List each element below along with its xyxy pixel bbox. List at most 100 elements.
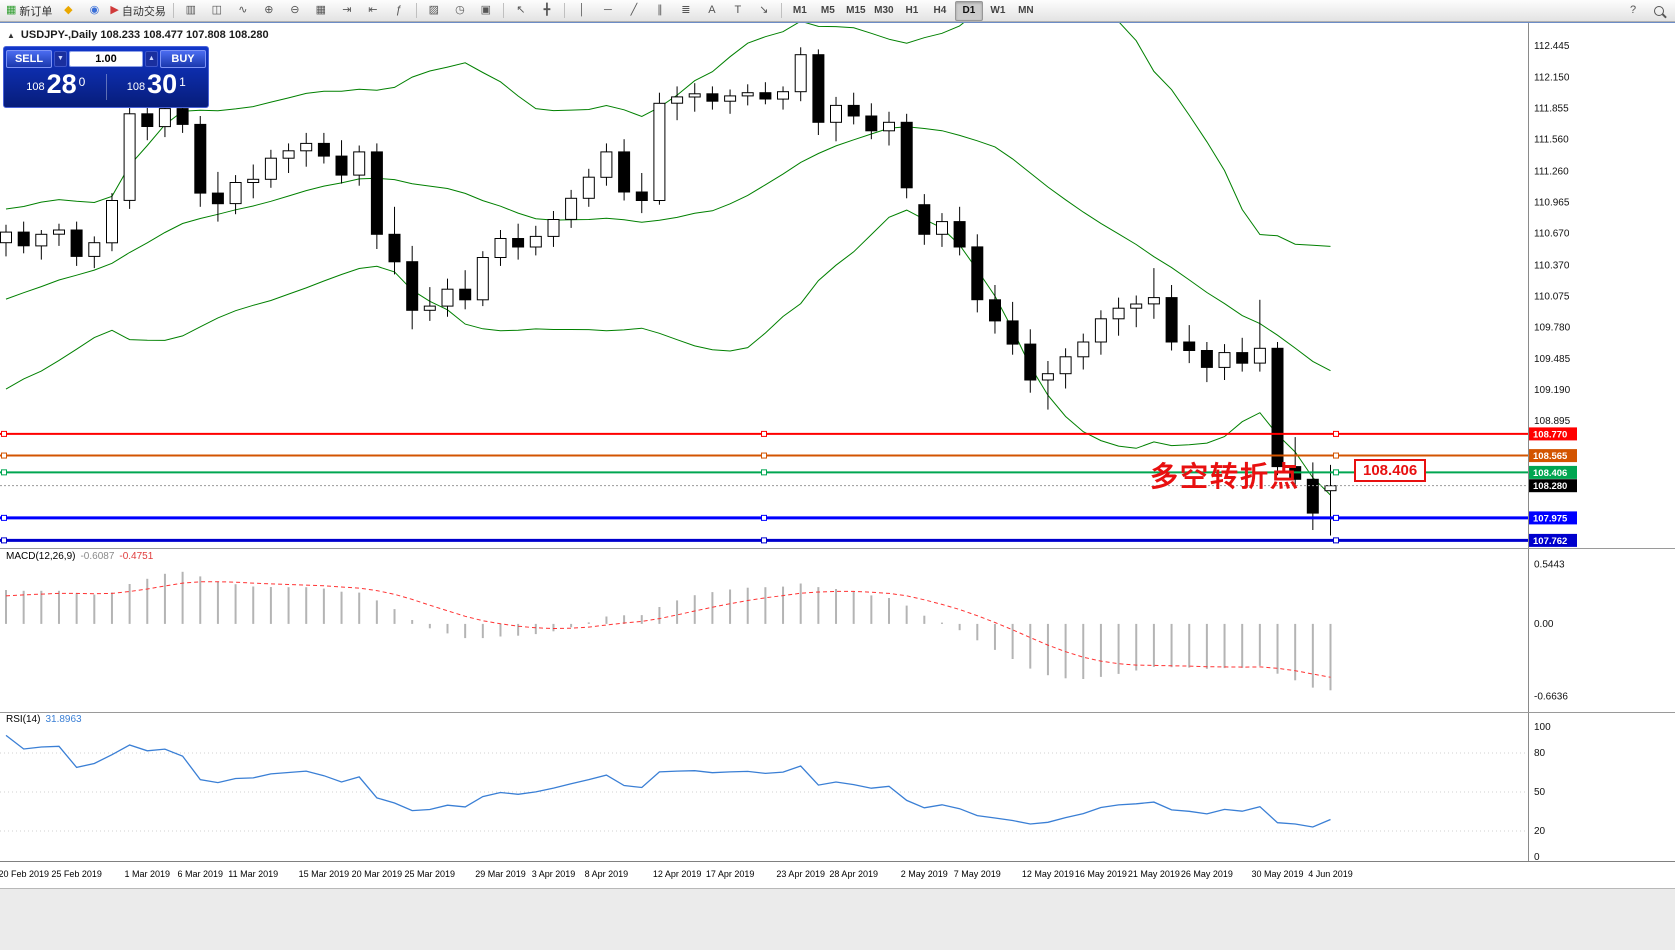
- trendline-button[interactable]: ╱: [622, 2, 646, 20]
- bullish-candle: [106, 200, 118, 244]
- bullish-candle: [282, 150, 295, 159]
- timeframe-d1[interactable]: D1: [954, 0, 983, 21]
- chart-caption: ▲ USDJPY-,Daily 108.233 108.477 107.808 …: [7, 29, 269, 41]
- price-level-label-text: 108.280: [1533, 481, 1567, 492]
- grid-button[interactable]: ▦: [309, 2, 333, 20]
- line-chart-button[interactable]: ∿: [231, 2, 255, 20]
- sell-button[interactable]: SELL: [6, 49, 52, 68]
- timeframe-m5[interactable]: M5: [820, 5, 835, 16]
- price-level-label: [1529, 465, 1577, 479]
- bullish-candle: [229, 182, 242, 205]
- timeframe-m30[interactable]: M30: [874, 5, 894, 16]
- date-axis-label: 11 Mar 2019: [228, 869, 278, 879]
- arrows-button[interactable]: ↘: [752, 2, 776, 20]
- rsi-scale-tick: 50: [1534, 787, 1546, 798]
- bearish-candle: [618, 151, 631, 193]
- bearish-candle: [388, 233, 401, 263]
- chart-text-annotation[interactable]: 多空转折点: [1150, 460, 1301, 493]
- fibonacci-button[interactable]: ≣: [674, 2, 698, 20]
- metaeditor-button[interactable]: ◆: [56, 2, 80, 20]
- autotrading-button-label: 自动交易: [121, 5, 166, 18]
- bullish-candle: [565, 197, 578, 220]
- bearish-candle: [406, 261, 419, 311]
- candlestick-chart-button[interactable]: ◫: [205, 2, 229, 20]
- autotrading-icon: ▶: [110, 4, 119, 16]
- price-scale-tick: 111.260: [1534, 166, 1569, 177]
- zoom-out-button[interactable]: ⊖: [283, 2, 307, 20]
- bullish-candle: [1218, 352, 1231, 368]
- date-axis-label: 25 Mar 2019: [405, 869, 456, 879]
- line-selection-handle: [761, 430, 767, 437]
- timeframe-mn[interactable]: MN: [1018, 5, 1034, 16]
- search-button[interactable]: [1647, 2, 1671, 20]
- date-axis-label: 23 Apr 2019: [776, 869, 825, 879]
- price-scale[interactable]: [1528, 23, 1675, 861]
- bullish-candle: [1112, 307, 1125, 320]
- date-axis-label: 3 Apr 2019: [532, 869, 576, 879]
- text-button[interactable]: A: [700, 2, 724, 20]
- auto-scroll-button[interactable]: ⇥: [335, 2, 359, 20]
- horizontal-line-button[interactable]: ─: [596, 2, 620, 20]
- bullish-candle: [724, 95, 737, 102]
- bearish-candle: [335, 155, 348, 176]
- volume-increase-button[interactable]: ▲: [145, 50, 158, 67]
- sell-price-big: 28: [46, 69, 77, 100]
- rsi-value: 31.8963: [45, 714, 82, 725]
- date-axis-label: 20 Mar 2019: [352, 869, 403, 879]
- price-callout-label[interactable]: 108.406: [1354, 459, 1427, 482]
- buy-price[interactable]: 108 30 1: [107, 71, 207, 100]
- price-level-label: [1529, 427, 1577, 441]
- time-axis[interactable]: [0, 862, 1675, 888]
- line-selection-handle: [1333, 514, 1339, 521]
- buy-button[interactable]: BUY: [160, 49, 206, 68]
- timeframe-m1[interactable]: M1: [792, 5, 807, 16]
- bearish-candle: [1183, 341, 1196, 351]
- bullish-candle: [794, 54, 807, 93]
- price-scale-tick: 109.190: [1534, 385, 1571, 396]
- line-selection-handle: [1, 514, 7, 521]
- macd-signal-value: -0.4751: [119, 551, 154, 562]
- trendline-icon: ╱: [630, 4, 638, 16]
- label-button[interactable]: T: [726, 2, 750, 20]
- cursor-button[interactable]: ↖: [509, 2, 533, 20]
- sell-price[interactable]: 108 28 0: [6, 69, 106, 100]
- date-axis-label: 15 Mar 2019: [299, 869, 350, 879]
- bar-chart-button[interactable]: ▥: [179, 2, 203, 20]
- timeframe-w1[interactable]: W1: [990, 5, 1006, 16]
- price-scale-tick: 110.370: [1534, 260, 1570, 271]
- bearish-candle: [459, 288, 472, 301]
- bullish-candle: [1077, 341, 1090, 358]
- text-icon: A: [708, 4, 716, 16]
- profiles-button[interactable]: ◉: [82, 2, 106, 20]
- periods-button[interactable]: ◷: [448, 2, 472, 20]
- autotrading-button[interactable]: ▶ 自动交易: [108, 2, 167, 20]
- fibonacci-icon: ≣: [681, 4, 691, 16]
- templates-button[interactable]: ▨: [422, 2, 446, 20]
- bearish-candle: [918, 204, 931, 235]
- crosshair-button[interactable]: ╋: [535, 2, 559, 20]
- toolbar-separator: [780, 3, 782, 18]
- bullish-candle: [35, 233, 48, 247]
- volume-decrease-button[interactable]: ▼: [54, 50, 67, 67]
- channel-button[interactable]: ∥: [648, 2, 672, 20]
- vertical-line-button[interactable]: │: [570, 2, 594, 20]
- line-selection-handle: [1, 537, 7, 544]
- volume-input[interactable]: [69, 50, 143, 67]
- timeframe-h1[interactable]: H1: [905, 5, 919, 16]
- bullish-candle: [158, 108, 171, 128]
- date-axis-label: 16 May 2019: [1075, 869, 1127, 879]
- bar-chart-icon: ▥: [185, 4, 197, 16]
- date-axis-label: 28 Apr 2019: [829, 869, 878, 879]
- zoom-in-button[interactable]: ⊕: [257, 2, 281, 20]
- date-axis-label: 12 May 2019: [1022, 869, 1074, 879]
- windows-button[interactable]: ▣: [474, 2, 498, 20]
- chart-shift-button[interactable]: ⇤: [361, 2, 385, 20]
- one-click-toggle-icon[interactable]: ▲: [7, 30, 15, 40]
- timeframe-m15[interactable]: M15: [846, 5, 866, 16]
- price-scale-tick: 108.895: [1534, 416, 1571, 427]
- timeframe-h4[interactable]: H4: [933, 5, 947, 16]
- indicators-button[interactable]: ƒ: [387, 2, 411, 20]
- new-order-button[interactable]: ▦ 新订单: [4, 2, 54, 20]
- rsi-scale-tick: 80: [1534, 748, 1546, 759]
- help-button[interactable]: ?: [1621, 2, 1645, 20]
